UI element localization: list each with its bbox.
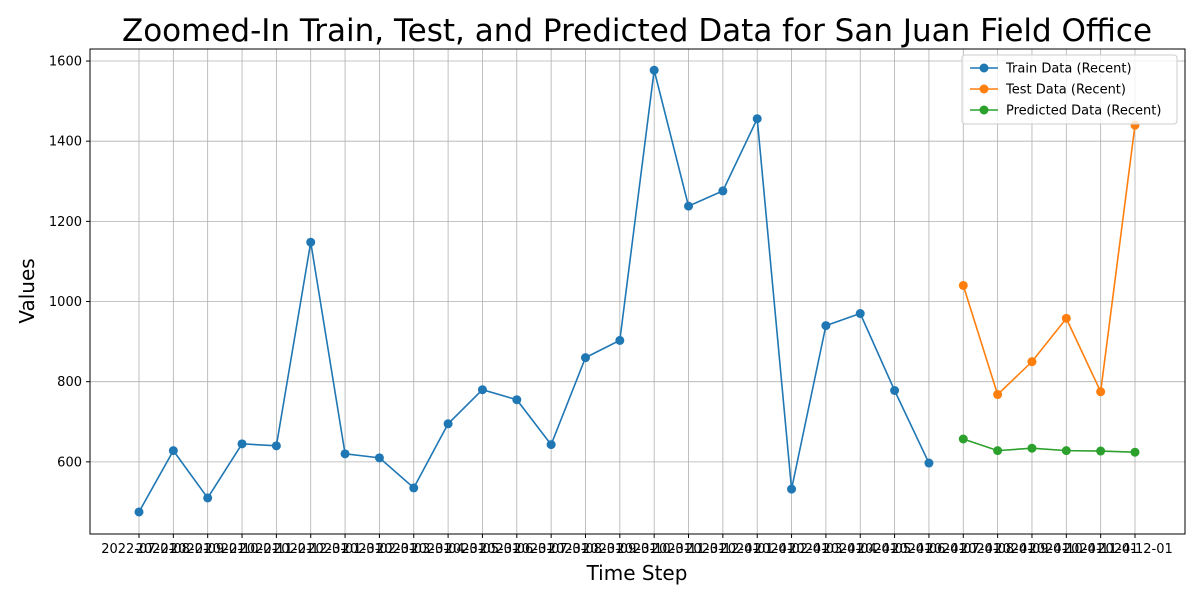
- y-axis-label: Values: [15, 258, 39, 323]
- x-tick-label: 2022-10-01: [204, 542, 280, 557]
- x-tick-label: 2023-09-01: [582, 542, 658, 557]
- x-tick-label: 2022-09-01: [170, 542, 246, 557]
- legend-label: Test Data (Recent): [1005, 83, 1126, 98]
- data-point: [993, 446, 1003, 456]
- data-point: [443, 419, 453, 429]
- x-tick-label: 2023-05-01: [445, 542, 521, 557]
- legend-swatch-marker: [979, 105, 989, 115]
- data-point: [1027, 357, 1037, 367]
- data-point: [134, 507, 144, 517]
- data-point: [1061, 446, 1071, 456]
- data-point: [203, 493, 213, 503]
- legend: Train Data (Recent) Test Data (Recent) Pre…: [961, 54, 1178, 125]
- x-tick-label: 2023-02-01: [342, 542, 418, 557]
- series-line: [963, 438, 1136, 454]
- y-tick-label: 1600: [49, 55, 82, 70]
- data-point: [340, 449, 350, 459]
- x-tick-label: 2024-11-01: [1063, 542, 1139, 557]
- data-point: [168, 446, 178, 456]
- data-point: [1027, 443, 1037, 453]
- x-tick-label: 2024-10-01: [1029, 542, 1105, 557]
- data-point: [1061, 313, 1071, 323]
- data-point: [924, 458, 934, 468]
- x-tick-label: 2022-11-01: [239, 542, 315, 557]
- data-point: [855, 309, 865, 319]
- x-tick-label: 2024-09-01: [994, 542, 1070, 557]
- x-tick-label: 2024-12-01: [1097, 542, 1173, 557]
- data-point: [649, 65, 659, 75]
- x-tick-label: 2023-10-01: [616, 542, 692, 557]
- plot-area-frame: [89, 48, 1186, 535]
- data-point: [546, 440, 556, 450]
- x-tick-label: 2023-01-01: [307, 542, 383, 557]
- data-point: [1096, 446, 1106, 456]
- legend-swatch-marker: [979, 63, 989, 73]
- legend-box: [961, 54, 1178, 125]
- y-tick-label: 1000: [49, 295, 82, 310]
- x-tick-label: 2024-08-01: [960, 542, 1036, 557]
- legend-label: Train Data (Recent): [1005, 62, 1132, 77]
- series-line: [138, 70, 930, 513]
- chart-title: Zoomed-In Train, Test, and Predicted Dat…: [122, 13, 1152, 49]
- data-point: [512, 395, 522, 405]
- x-tick-label: 2024-03-01: [788, 542, 864, 557]
- x-tick-label: 2024-04-01: [822, 542, 898, 557]
- data-point: [1130, 447, 1140, 457]
- data-point: [787, 484, 797, 494]
- data-point: [993, 390, 1003, 400]
- axes: 2022-07-012022-08-012022-09-012022-10-01…: [49, 55, 1173, 557]
- x-tick-label: 2023-03-01: [376, 542, 452, 557]
- x-tick-label: 2023-04-01: [410, 542, 486, 557]
- data-point: [718, 186, 728, 196]
- legend-swatch-marker: [979, 84, 989, 94]
- y-tick-label: 600: [57, 455, 82, 470]
- x-axis-label: Time Step: [586, 561, 688, 585]
- data-point: [237, 439, 247, 449]
- x-tick-label: 2024-07-01: [925, 542, 1001, 557]
- data-point: [374, 453, 384, 463]
- data-point: [752, 114, 762, 124]
- x-tick-label: 2022-12-01: [273, 542, 349, 557]
- x-tick-label: 2024-02-01: [754, 542, 830, 557]
- y-tick-label: 1400: [49, 135, 82, 150]
- data-point: [271, 441, 281, 451]
- data-point: [580, 353, 590, 363]
- data-point: [890, 386, 900, 396]
- data-point: [409, 483, 419, 493]
- data-point: [821, 321, 831, 331]
- data-point: [1096, 387, 1106, 397]
- data-point: [684, 201, 694, 211]
- x-tick-label: 2023-08-01: [548, 542, 624, 557]
- x-tick-label: 2024-01-01: [719, 542, 795, 557]
- x-tick-label: 2024-06-01: [891, 542, 967, 557]
- data-point: [958, 280, 968, 290]
- data-point: [615, 335, 625, 345]
- data-point: [306, 237, 316, 247]
- x-tick-label: 2023-06-01: [479, 542, 555, 557]
- series-line: [962, 125, 1136, 396]
- series-train-data-recent: [134, 65, 934, 517]
- x-tick-label: 2023-12-01: [685, 542, 761, 557]
- series-group: [134, 65, 1140, 517]
- x-tick-label: 2022-08-01: [136, 542, 212, 557]
- y-tick-label: 800: [57, 375, 82, 390]
- legend-label: Predicted Data (Recent): [1006, 104, 1161, 119]
- legend-entry: Train Data (Recent): [970, 62, 1132, 77]
- x-tick-label: 2024-05-01: [857, 542, 933, 557]
- legend-entry: Predicted Data (Recent): [970, 104, 1161, 119]
- x-tick-label: 2022-07-01: [101, 542, 177, 557]
- y-tick-label: 1200: [49, 215, 82, 230]
- data-point: [477, 385, 487, 395]
- x-tick-label: 2023-07-01: [513, 542, 589, 557]
- legend-entry: Test Data (Recent): [970, 83, 1126, 98]
- series-predicted-data-recent: [958, 434, 1140, 457]
- data-point: [958, 434, 968, 444]
- x-tick-label: 2023-11-01: [651, 542, 727, 557]
